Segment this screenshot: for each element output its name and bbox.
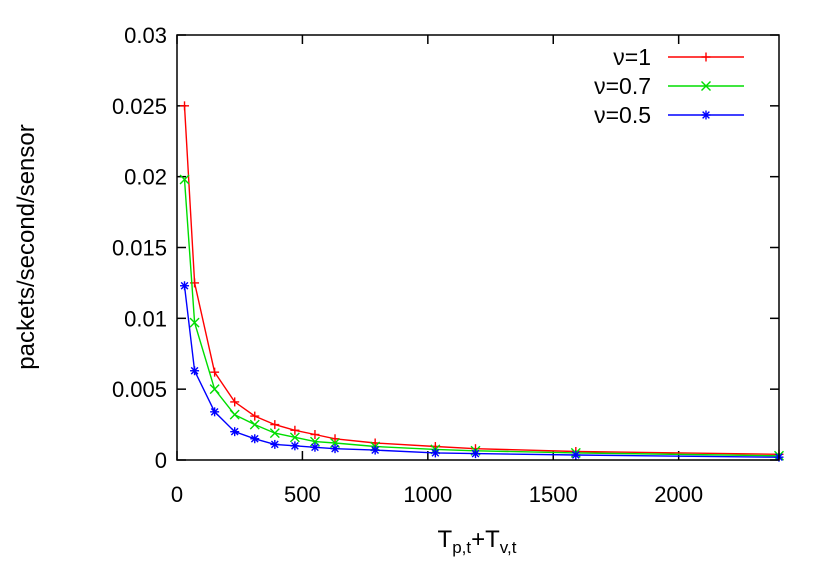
x-tick-label: 0 [171,482,183,507]
x-tick-label: 500 [284,482,321,507]
y-tick-label: 0 [155,448,167,473]
data-point [210,367,220,377]
legend-item: ν=0.5 [594,102,744,128]
data-point [230,397,240,407]
x-label-base-2: T [485,526,500,553]
data-point [370,445,380,455]
data-point [230,427,240,437]
series-3 [180,281,784,462]
data-point [229,409,240,420]
y-tick-label: 0.005 [112,377,167,402]
tick-labels: 0 0.005 0.01 0.015 0.02 0.025 0.03 0 500 1000 1500… [112,23,703,507]
legend-swatch-marker [701,81,711,91]
series-2 [179,174,784,461]
axis-ticks [176,34,779,461]
data-point [270,439,280,449]
data-point [310,442,320,452]
data-point [249,419,260,430]
x-label-plus: + [471,526,485,553]
data-point [189,317,200,328]
series-1 [180,101,784,459]
data-point [210,407,220,417]
y-tick-label: 0.015 [112,236,167,261]
x-label-sub-1: p,t [452,538,471,557]
legend-item: ν=1 [613,44,744,70]
y-tick-label: 0.02 [124,165,167,190]
data-point [470,449,480,459]
data-point [250,434,260,444]
legend: ν=1 ν=0.7 ν=0.5 [594,44,744,128]
legend-label: ν=1 [613,44,651,70]
data-point [290,441,300,451]
legend-label: ν=0.7 [594,73,651,99]
y-tick-label: 0.03 [124,23,167,48]
data-point [270,420,280,430]
x-tick-label: 1000 [403,482,452,507]
y-axis-label: packets/second/sensor [13,124,40,369]
legend-item: ν=0.7 [594,73,744,99]
series-line [183,105,780,455]
x-label-sub-2: v,t [500,538,517,557]
data-point [330,434,340,444]
data-point [290,425,300,435]
data-point [269,428,280,439]
data-point [571,450,581,460]
series-line [183,179,780,457]
y-tick-label: 0.025 [112,94,167,119]
data-point [310,430,320,439]
x-label-base-1: T [438,526,453,553]
data-point [180,281,190,291]
data-point [250,411,260,421]
data-point [430,448,440,458]
legend-label: ν=0.5 [594,102,651,128]
data-point [190,366,200,376]
data-point [289,432,300,443]
plot-series [179,101,784,462]
legend-swatch-marker [701,110,711,120]
y-tick-label: 0.01 [124,306,167,331]
data-point [209,384,220,395]
x-axis-label: Tp,t+Tv,t [438,526,517,557]
plot-frame [176,34,780,461]
x-tick-label: 1500 [529,482,578,507]
data-point [179,174,190,185]
x-tick-label: 2000 [654,482,703,507]
data-point [330,444,340,454]
legend-swatch-marker [701,52,711,62]
data-point [180,101,190,111]
